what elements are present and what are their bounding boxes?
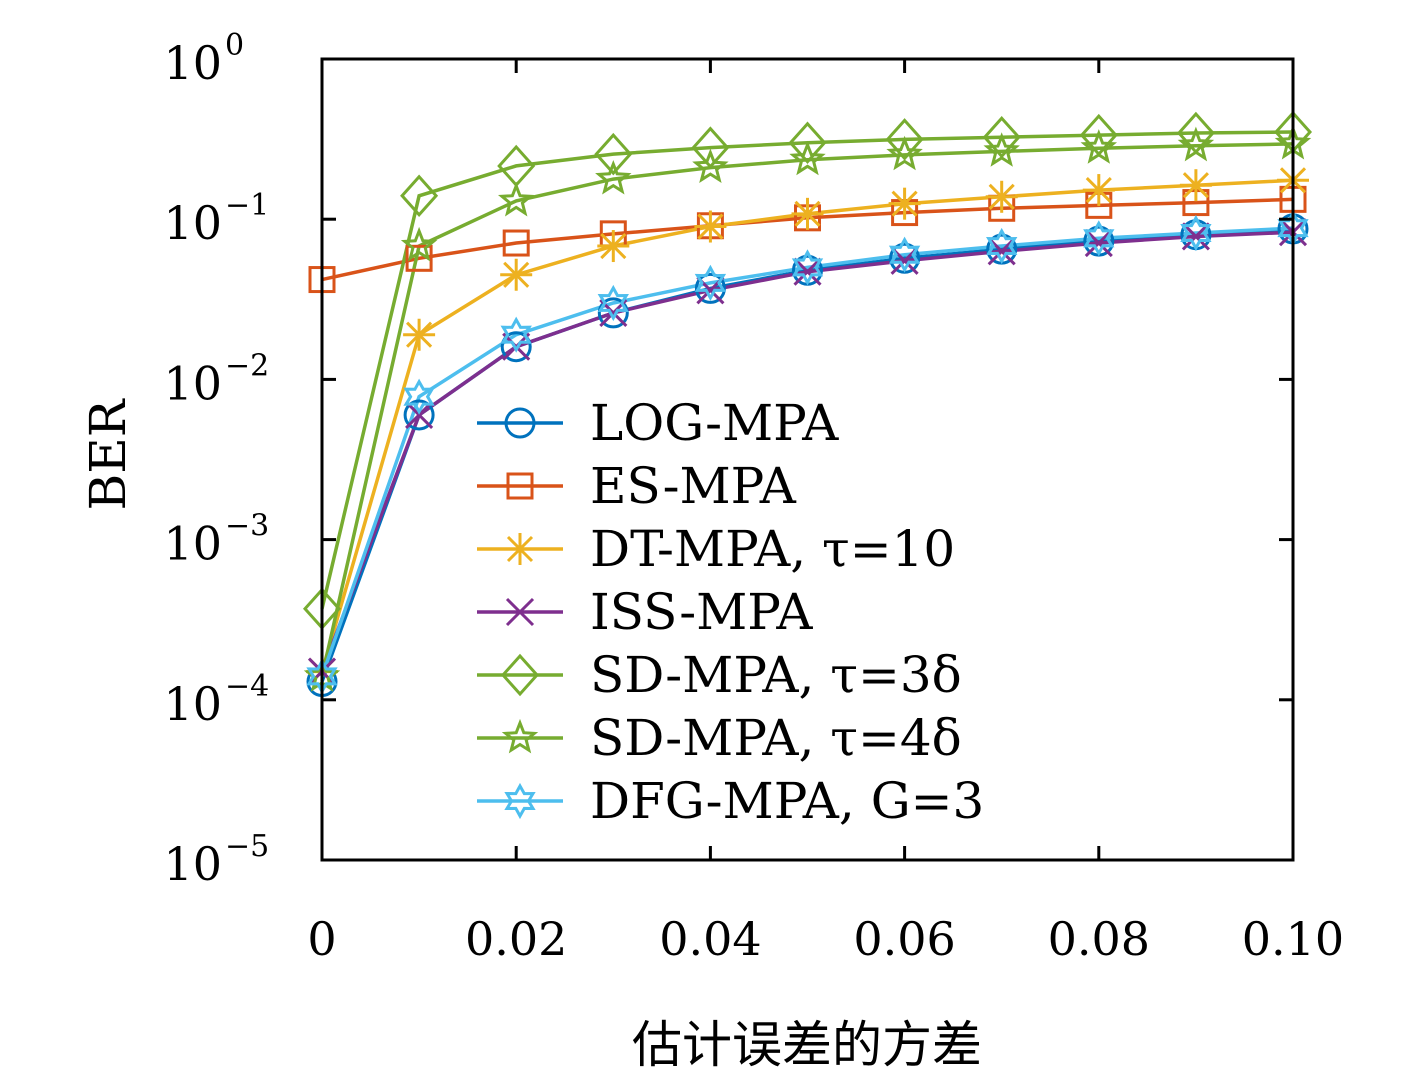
legend-label: ISS-MPA	[590, 583, 813, 641]
data-point-s3-p8	[985, 180, 1018, 213]
x-tick-label: 0.02	[465, 912, 567, 966]
axis-ticks	[320, 57, 1295, 862]
data-point-s6-p8	[983, 132, 1020, 167]
legend-label: LOG-MPA	[590, 394, 839, 452]
legend-entry-3: DT-MPA, τ=10	[477, 520, 955, 578]
x-tick-label: 0	[307, 912, 336, 966]
data-point-s7-p4	[597, 284, 629, 322]
legend-label: DFG-MPA, G=3	[590, 772, 984, 830]
data-point-s3-p7	[888, 187, 921, 220]
legend-marker	[504, 407, 536, 439]
data-point-s4-p9	[1084, 228, 1113, 258]
legend-label: SD-MPA, τ=4δ	[590, 709, 962, 767]
legend-marker	[506, 472, 534, 500]
legend-label: SD-MPA, τ=3δ	[590, 646, 962, 704]
data-point-s7-p9	[1083, 220, 1115, 257]
data-point-s7-p7	[888, 236, 921, 273]
data-point-s2-p3	[502, 229, 530, 257]
data-point-s6-p4	[595, 159, 632, 195]
data-point-s6-p7	[886, 135, 923, 171]
data-point-s7-p2	[403, 378, 435, 415]
legend-marker	[504, 533, 536, 565]
series-line-7	[320, 226, 1294, 677]
data-point-s5-p6	[788, 121, 827, 165]
data-point-s3-p6	[791, 197, 824, 230]
data-point-s7-p8	[986, 227, 1018, 265]
data-point-s7-p5	[694, 264, 727, 301]
data-point-s6-p3	[497, 181, 535, 217]
legend-entry-6: SD-MPA, τ=4δ	[477, 709, 962, 767]
plot-frame	[320, 57, 1295, 862]
data-point-s3-p9	[1082, 174, 1115, 207]
svg-text:10: 10	[163, 356, 222, 410]
y-tick-label: 10 −5	[163, 829, 269, 891]
data-point-s3-p3	[500, 258, 533, 291]
data-point-s5-p5	[691, 126, 730, 169]
svg-text:10: 10	[163, 517, 222, 571]
svg-text:0: 0	[225, 28, 244, 63]
y-tick-label: 10 −4	[163, 669, 269, 731]
y-tick-label: 10 0	[163, 28, 244, 90]
data-point-s1-p2	[403, 399, 435, 431]
data-point-s3-p2	[403, 318, 436, 351]
svg-text:−3: −3	[225, 509, 269, 544]
data-point-s6-p5	[692, 148, 729, 184]
data-point-s7-p10	[1180, 214, 1212, 252]
legend-entry-4: ISS-MPA	[477, 583, 813, 641]
legend-marker	[504, 782, 536, 820]
svg-text:−1: −1	[225, 188, 269, 223]
svg-text:−4: −4	[225, 669, 269, 704]
data-point-s6-p6	[789, 140, 826, 176]
data-point-s1-p4	[597, 297, 629, 329]
data-point-s3-p5	[694, 210, 727, 243]
data-point-s4-p10	[1181, 222, 1210, 251]
legend-entry-5: SD-MPA, τ=3δ	[477, 646, 962, 704]
data-point-s2-p2	[405, 244, 433, 272]
legend-marker	[500, 653, 540, 697]
data-point-s6-p9	[1080, 129, 1118, 164]
data-point-s4-p6	[793, 257, 822, 286]
data-point-s7-p6	[791, 249, 824, 286]
data-point-s6-p2	[400, 226, 438, 262]
data-point-s5-p7	[885, 118, 924, 161]
y-tick-label: 10 −2	[163, 348, 269, 410]
data-point-s5-p2	[400, 174, 439, 218]
x-tick-label: 0.04	[659, 912, 761, 966]
data-point-s5-p4	[594, 132, 633, 176]
data-point-s1-p5	[694, 272, 726, 304]
x-tick-label: 0.10	[1242, 912, 1344, 966]
data-point-s4-p8	[987, 237, 1016, 266]
legend-entry-1: LOG-MPA	[477, 394, 839, 452]
x-tick-labels: 0 0.02 0.04 0.06 0.08 0.10	[307, 912, 1344, 966]
svg-text:−5: −5	[225, 829, 269, 864]
svg-text:10: 10	[163, 837, 222, 891]
x-axis-title: 估计误差的方差	[632, 1016, 982, 1074]
svg-text:10: 10	[163, 36, 222, 90]
x-tick-label: 0.08	[1048, 912, 1150, 966]
legend-marker	[505, 597, 535, 627]
y-tick-label: 10 −1	[163, 188, 269, 250]
legend-marker	[501, 718, 539, 754]
svg-text:−2: −2	[225, 348, 269, 383]
data-point-s3-p10	[1179, 169, 1212, 202]
legend-entry-7: DFG-MPA, G=3	[477, 772, 984, 830]
legend-label: ES-MPA	[590, 457, 797, 515]
data-point-s1-p3	[500, 331, 532, 363]
legend-label: DT-MPA, τ=10	[590, 520, 955, 578]
legend-entry-2: ES-MPA	[477, 457, 797, 515]
data-point-s7-p3	[500, 316, 532, 353]
y-axis-title: BER	[79, 398, 137, 510]
y-tick-label: 10 −3	[163, 509, 269, 571]
data-point-s3-p4	[597, 230, 630, 263]
x-tick-label: 0.06	[853, 912, 955, 966]
svg-text:10: 10	[163, 677, 222, 731]
svg-text:10: 10	[163, 196, 222, 250]
data-point-s4-p2	[405, 400, 434, 430]
data-point-s6-p10	[1177, 126, 1215, 162]
